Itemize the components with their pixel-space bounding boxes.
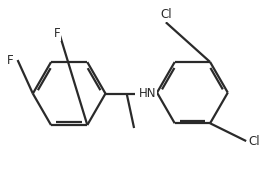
Text: HN: HN [138, 87, 156, 100]
Text: Cl: Cl [160, 8, 172, 21]
Text: F: F [53, 26, 60, 40]
Text: F: F [6, 53, 13, 67]
Text: Cl: Cl [248, 135, 260, 148]
